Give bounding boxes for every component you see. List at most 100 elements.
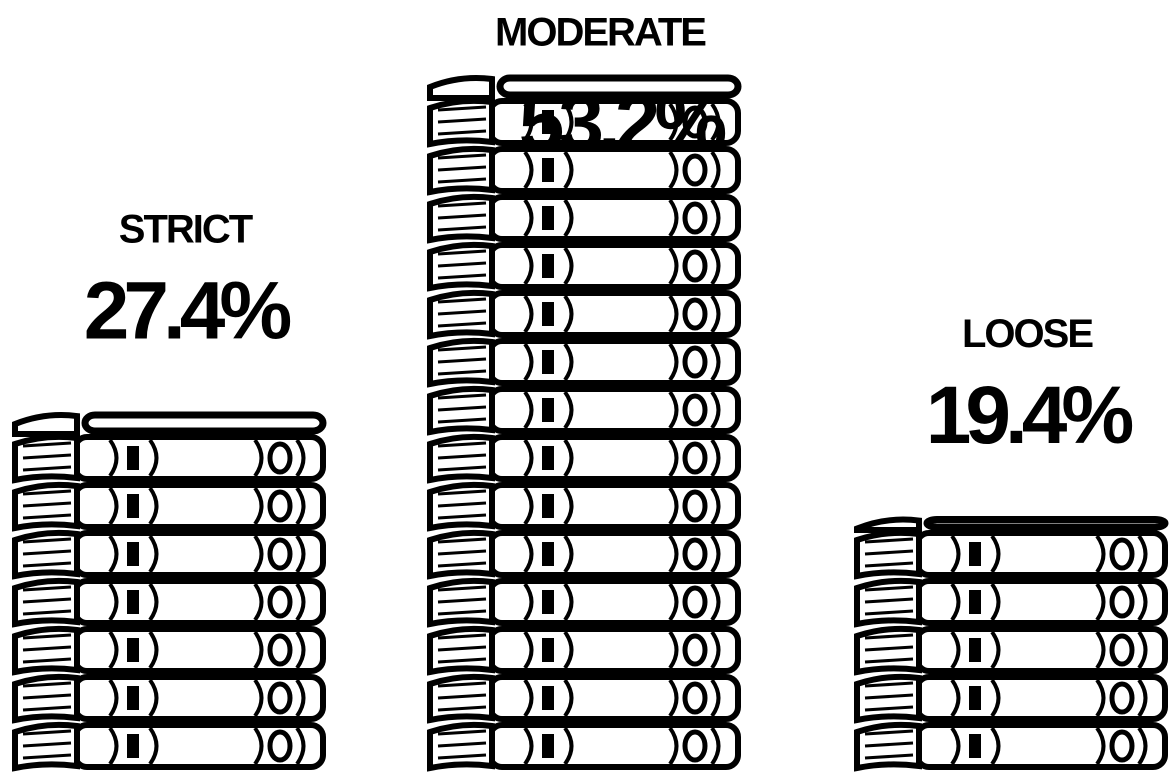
spine-mark: [1095, 534, 1106, 574]
spine-mark: [563, 486, 574, 526]
page-line: [437, 585, 487, 592]
page-line: [437, 393, 487, 400]
page-line: [864, 633, 914, 640]
category-label: MODERATE: [495, 11, 706, 55]
spine-mark: [1137, 726, 1148, 766]
book: [427, 97, 741, 148]
spine-letter: [542, 494, 554, 518]
spine-ring: [267, 681, 293, 715]
spine-letter: [542, 446, 554, 470]
page-line: [22, 693, 72, 700]
spine-ring: [682, 585, 708, 619]
spine-mark: [990, 678, 1001, 718]
spine-mark: [253, 534, 264, 574]
spine-mark: [668, 726, 679, 766]
spine-letter: [542, 686, 554, 710]
spine-ring: [1109, 729, 1135, 763]
spine-mark: [563, 582, 574, 622]
spine-mark: [950, 582, 961, 622]
book: [427, 577, 741, 628]
spine-mark: [563, 630, 574, 670]
spine-mark: [990, 630, 1001, 670]
spine-mark: [253, 630, 264, 670]
page-line: [22, 597, 72, 604]
page-line: [22, 441, 72, 448]
spine-mark: [710, 198, 721, 238]
spine-mark: [710, 150, 721, 190]
spine-mark: [295, 486, 306, 526]
top-book-pages: [427, 75, 495, 101]
spine-ring: [1109, 633, 1135, 667]
page-line: [864, 693, 914, 700]
spine-mark: [523, 582, 534, 622]
page-line: [864, 657, 914, 664]
book: [427, 241, 741, 292]
page-line: [22, 453, 72, 460]
spine-letter: [542, 734, 554, 758]
spine-letter: [127, 542, 139, 566]
page-line: [437, 441, 487, 448]
spine-letter: [542, 542, 554, 566]
book: [12, 433, 326, 484]
book: [427, 625, 741, 676]
spine-mark: [950, 630, 961, 670]
page-line: [22, 513, 72, 520]
top-book-cover: [923, 516, 1169, 531]
spine-letter: [542, 590, 554, 614]
spine-mark: [563, 294, 574, 334]
spine-letter: [127, 494, 139, 518]
page-line: [864, 705, 914, 712]
spine-mark: [295, 534, 306, 574]
spine-ring: [682, 105, 708, 139]
page-line: [437, 417, 487, 424]
spine-mark: [668, 582, 679, 622]
page-line: [22, 633, 72, 640]
book: [427, 337, 741, 388]
page-line: [437, 633, 487, 640]
category-label: STRICT: [119, 208, 253, 252]
page-line: [864, 585, 914, 592]
spine-letter: [127, 734, 139, 758]
page-line: [864, 549, 914, 556]
book-stack: [12, 411, 327, 772]
spine-letter: [542, 110, 554, 134]
page-line: [437, 501, 487, 508]
page-line: [22, 501, 72, 508]
spine-letter: [127, 638, 139, 662]
page-line: [437, 153, 487, 160]
spine-letter: [542, 350, 554, 374]
page-line: [22, 609, 72, 616]
page-line: [437, 741, 487, 748]
spine-ring: [682, 537, 708, 571]
page-line: [22, 729, 72, 736]
spine-mark: [563, 390, 574, 430]
page-line: [437, 249, 487, 256]
spine-mark: [108, 534, 119, 574]
spine-ring: [267, 537, 293, 571]
spine-letter: [969, 734, 981, 758]
page-line: [437, 225, 487, 232]
spine-ring: [682, 249, 708, 283]
page-line: [437, 597, 487, 604]
spine-mark: [668, 534, 679, 574]
page-line: [864, 645, 914, 652]
book: [427, 289, 741, 340]
spine-mark: [668, 678, 679, 718]
spine-letter: [542, 158, 554, 182]
spine-letter: [127, 590, 139, 614]
spine-letter: [127, 446, 139, 470]
spine-mark: [523, 438, 534, 478]
spine-mark: [710, 630, 721, 670]
spine-mark: [523, 534, 534, 574]
spine-ring: [267, 729, 293, 763]
spine-mark: [710, 390, 721, 430]
page-line: [864, 537, 914, 544]
spine-letter: [542, 638, 554, 662]
book-stack: [854, 516, 1169, 772]
spine-mark: [295, 678, 306, 718]
spine-mark: [563, 534, 574, 574]
page-line: [22, 657, 72, 664]
book-stack: [427, 74, 742, 772]
spine-mark: [148, 630, 159, 670]
spine-mark: [108, 486, 119, 526]
